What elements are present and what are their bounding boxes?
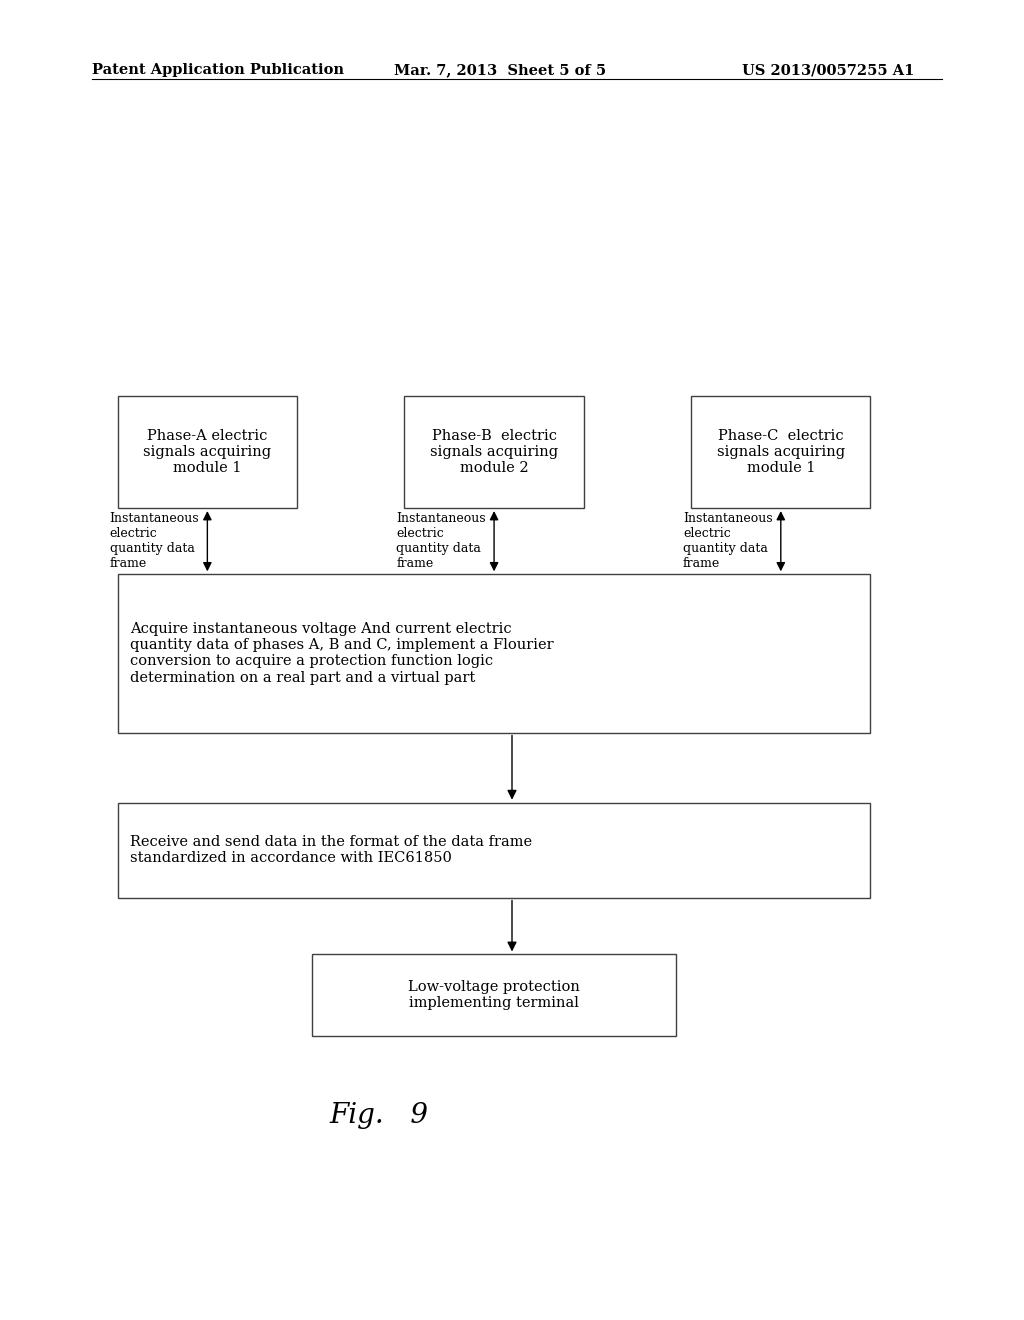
Text: Fig.   9: Fig. 9 — [330, 1102, 428, 1129]
Text: Receive and send data in the format of the data frame
standardized in accordance: Receive and send data in the format of t… — [130, 836, 532, 865]
FancyBboxPatch shape — [118, 574, 870, 733]
FancyBboxPatch shape — [118, 396, 297, 508]
Text: Instantaneous
electric
quantity data
frame: Instantaneous electric quantity data fra… — [110, 512, 199, 570]
Text: Instantaneous
electric
quantity data
frame: Instantaneous electric quantity data fra… — [683, 512, 773, 570]
FancyBboxPatch shape — [312, 954, 676, 1036]
FancyBboxPatch shape — [118, 803, 870, 898]
FancyBboxPatch shape — [404, 396, 584, 508]
Text: Low-voltage protection
implementing terminal: Low-voltage protection implementing term… — [409, 981, 580, 1010]
Text: Phase-C  electric
signals acquiring
module 1: Phase-C electric signals acquiring modul… — [717, 429, 845, 475]
Text: Phase-A electric
signals acquiring
module 1: Phase-A electric signals acquiring modul… — [143, 429, 271, 475]
Text: Mar. 7, 2013  Sheet 5 of 5: Mar. 7, 2013 Sheet 5 of 5 — [394, 63, 606, 78]
Text: Phase-B  electric
signals acquiring
module 2: Phase-B electric signals acquiring modul… — [430, 429, 558, 475]
Text: Patent Application Publication: Patent Application Publication — [92, 63, 344, 78]
Text: Acquire instantaneous voltage And current electric
quantity data of phases A, B : Acquire instantaneous voltage And curren… — [130, 622, 554, 685]
Text: Instantaneous
electric
quantity data
frame: Instantaneous electric quantity data fra… — [396, 512, 486, 570]
Text: US 2013/0057255 A1: US 2013/0057255 A1 — [742, 63, 914, 78]
FancyBboxPatch shape — [691, 396, 870, 508]
